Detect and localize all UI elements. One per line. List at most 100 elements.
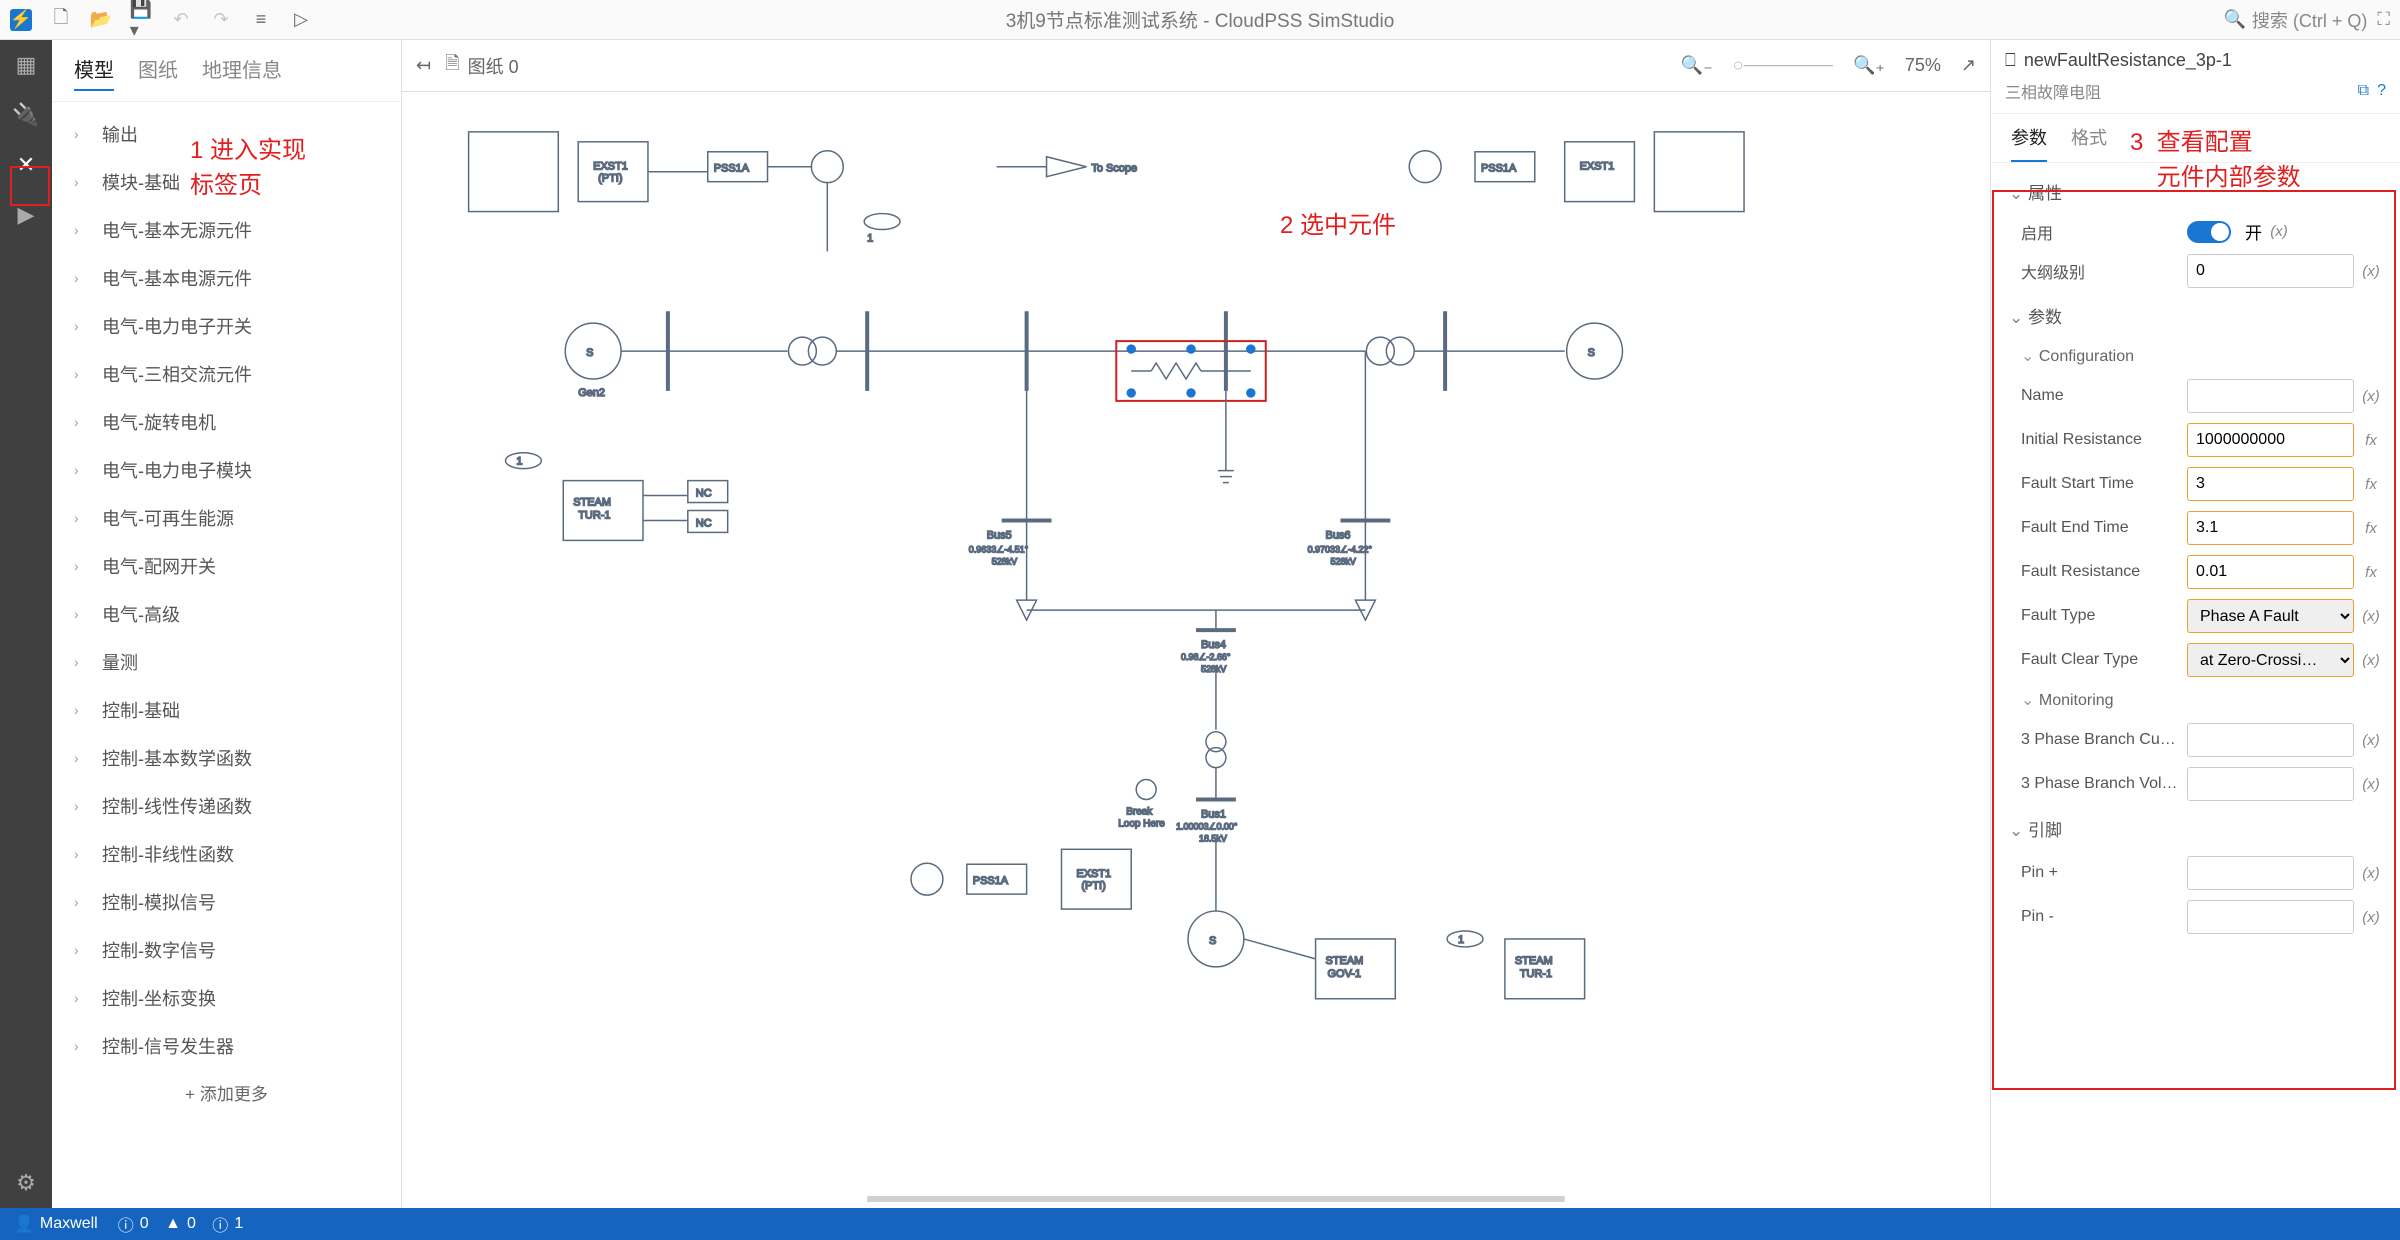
copy-icon[interactable]: ⧉ [2358, 82, 2369, 100]
category-item[interactable]: ›电气-高级 [52, 590, 401, 638]
prop-fault-clear-type: Fault Clear Type at Zero-Crossi… (x) [1991, 638, 2400, 682]
fault-start-time-input[interactable] [2187, 467, 2354, 501]
user-icon: 👤 [14, 1214, 34, 1234]
add-more-button[interactable]: + 添加更多 [52, 1070, 401, 1115]
initial-resistance-input[interactable] [2187, 423, 2354, 457]
sheet-tab[interactable]: 🗎 图纸 0 [445, 51, 519, 81]
fx-icon[interactable]: fx [2360, 520, 2382, 537]
status-user[interactable]: 👤 Maxwell [14, 1214, 98, 1234]
fault-resistance-input[interactable] [2187, 555, 2354, 589]
pin-plus-input[interactable] [2187, 856, 2354, 890]
fx-icon[interactable]: (x) [2360, 388, 2382, 405]
sidebar-tab-sheets[interactable]: 图纸 [138, 54, 178, 91]
category-item[interactable]: ›电气-电力电子开关 [52, 302, 401, 350]
fx-icon[interactable]: (x) [2360, 776, 2382, 793]
fx-icon[interactable]: (x) [2360, 732, 2382, 749]
sidebar-tab-geo[interactable]: 地理信息 [202, 54, 282, 91]
activity-plug-icon[interactable]: 🔌 [11, 100, 41, 130]
category-item[interactable]: ›电气-配网开关 [52, 542, 401, 590]
category-item[interactable]: ›电气-基本无源元件 [52, 206, 401, 254]
svg-text:EXST1: EXST1 [1076, 868, 1111, 880]
open-folder-icon[interactable]: 📂 [90, 9, 112, 31]
outline-input[interactable] [2187, 254, 2354, 288]
section-parameters[interactable]: 参数 [1991, 293, 2400, 338]
tab-params[interactable]: 参数 [2011, 124, 2047, 162]
category-item[interactable]: ›电气-基本电源元件 [52, 254, 401, 302]
category-item[interactable]: ›模块-基础 [52, 158, 401, 206]
fx-icon[interactable]: (x) [2360, 652, 2382, 669]
prop-pin-minus: Pin - (x) [1991, 895, 2400, 939]
fx-icon[interactable]: fx [2360, 476, 2382, 493]
category-item[interactable]: ›量测 [52, 638, 401, 686]
enable-toggle[interactable] [2187, 221, 2231, 243]
tab-format[interactable]: 格式 [2071, 124, 2107, 162]
svg-text:(PTI): (PTI) [1081, 880, 1105, 892]
category-item[interactable]: ›控制-基础 [52, 686, 401, 734]
redo-icon[interactable]: ↷ [210, 9, 232, 31]
branch-current-input[interactable] [2187, 723, 2354, 757]
schematic-canvas[interactable]: EXST1(PTI) PSS1A 1 To Scope PSS1A EXST1 … [402, 92, 1990, 1208]
activity-settings-icon[interactable]: ⚙ [11, 1168, 41, 1198]
activity-play-icon[interactable]: ▶ [11, 200, 41, 230]
fault-type-select[interactable]: Phase A Fault [2187, 599, 2354, 633]
fx-icon[interactable]: (x) [2360, 865, 2382, 882]
category-item[interactable]: ›控制-数字信号 [52, 926, 401, 974]
prop-enable: 启用 开 (x) [1991, 214, 2400, 249]
fx-icon[interactable]: (x) [2360, 608, 2382, 625]
fx-icon[interactable]: fx [2360, 564, 2382, 581]
zoom-slider[interactable]: ○─────── [1733, 55, 1833, 76]
new-file-icon[interactable]: 🗋 [50, 9, 72, 31]
fullscreen-icon[interactable]: ⛶ [2377, 9, 2390, 30]
undo-icon[interactable]: ↶ [170, 9, 192, 31]
svg-text:Bus5: Bus5 [987, 529, 1012, 541]
app-icon[interactable]: ⚡ [10, 9, 32, 31]
sidebar-tab-model[interactable]: 模型 [74, 54, 114, 91]
category-item[interactable]: ›输出 [52, 110, 401, 158]
sheet-back-icon[interactable]: ↤ [416, 55, 431, 76]
run-icon[interactable]: ▷ [290, 9, 312, 31]
category-item[interactable]: ›电气-三相交流元件 [52, 350, 401, 398]
zoom-out-icon[interactable]: 🔍₋ [1681, 55, 1713, 76]
svg-text:Bus1: Bus1 [1201, 808, 1226, 820]
chevron-right-icon: › [74, 222, 92, 238]
group-monitoring[interactable]: Monitoring [1991, 682, 2400, 718]
category-item[interactable]: ›控制-信号发生器 [52, 1022, 401, 1070]
category-item[interactable]: ›控制-基本数学函数 [52, 734, 401, 782]
fx-icon[interactable]: fx [2360, 432, 2382, 449]
category-item[interactable]: ›控制-非线性函数 [52, 830, 401, 878]
category-item[interactable]: ›控制-模拟信号 [52, 878, 401, 926]
model-tree-panel: 模型 图纸 地理信息 ›输出 ›模块-基础 ›电气-基本无源元件 ›电气-基本电… [52, 40, 402, 1208]
fx-icon[interactable]: (x) [2268, 223, 2290, 240]
zoom-in-icon[interactable]: 🔍₊ [1853, 55, 1885, 76]
name-input[interactable] [2187, 379, 2354, 413]
svg-text:Break: Break [1126, 806, 1152, 817]
fault-clear-type-select[interactable]: at Zero-Crossi… [2187, 643, 2354, 677]
save-icon[interactable]: 💾▾ [130, 9, 152, 31]
fx-icon[interactable]: (x) [2360, 263, 2382, 280]
category-item[interactable]: ›电气-旋转电机 [52, 398, 401, 446]
help-icon[interactable]: ? [2377, 82, 2386, 100]
section-pins[interactable]: 引脚 [1991, 806, 2400, 851]
fault-end-time-input[interactable] [2187, 511, 2354, 545]
svg-text:Loop Here: Loop Here [1118, 818, 1165, 829]
group-configuration[interactable]: Configuration [1991, 338, 2400, 374]
fx-icon[interactable]: (x) [2360, 909, 2382, 926]
zoom-controls: 🔍₋ ○─────── 🔍₊ 75% ↗ [1681, 55, 1976, 76]
pin-minus-input[interactable] [2187, 900, 2354, 934]
category-item[interactable]: ›电气-可再生能源 [52, 494, 401, 542]
branch-voltage-input[interactable] [2187, 767, 2354, 801]
status-messages[interactable]: ⓘ0 ▲0 ⓘ1 [118, 1212, 244, 1236]
chevron-right-icon: › [74, 798, 92, 814]
category-item[interactable]: ›控制-线性传递函数 [52, 782, 401, 830]
category-item[interactable]: ›电气-电力电子模块 [52, 446, 401, 494]
list-icon[interactable]: ≡ [250, 9, 272, 31]
topbar-right: 🔍 搜索 (Ctrl + Q) ⛶ [2223, 7, 2390, 33]
section-attributes[interactable]: 属性 [1991, 169, 2400, 214]
svg-text:PSS1A: PSS1A [714, 163, 750, 175]
share-icon[interactable]: ↗ [1961, 55, 1976, 76]
status-bar: 👤 Maxwell ⓘ0 ▲0 ⓘ1 [0, 1208, 2400, 1240]
global-search[interactable]: 🔍 搜索 (Ctrl + Q) [2223, 7, 2367, 33]
activity-panel-icon[interactable]: ▦ [11, 50, 41, 80]
activity-tools-icon[interactable]: ✕ [11, 150, 41, 180]
category-item[interactable]: ›控制-坐标变换 [52, 974, 401, 1022]
